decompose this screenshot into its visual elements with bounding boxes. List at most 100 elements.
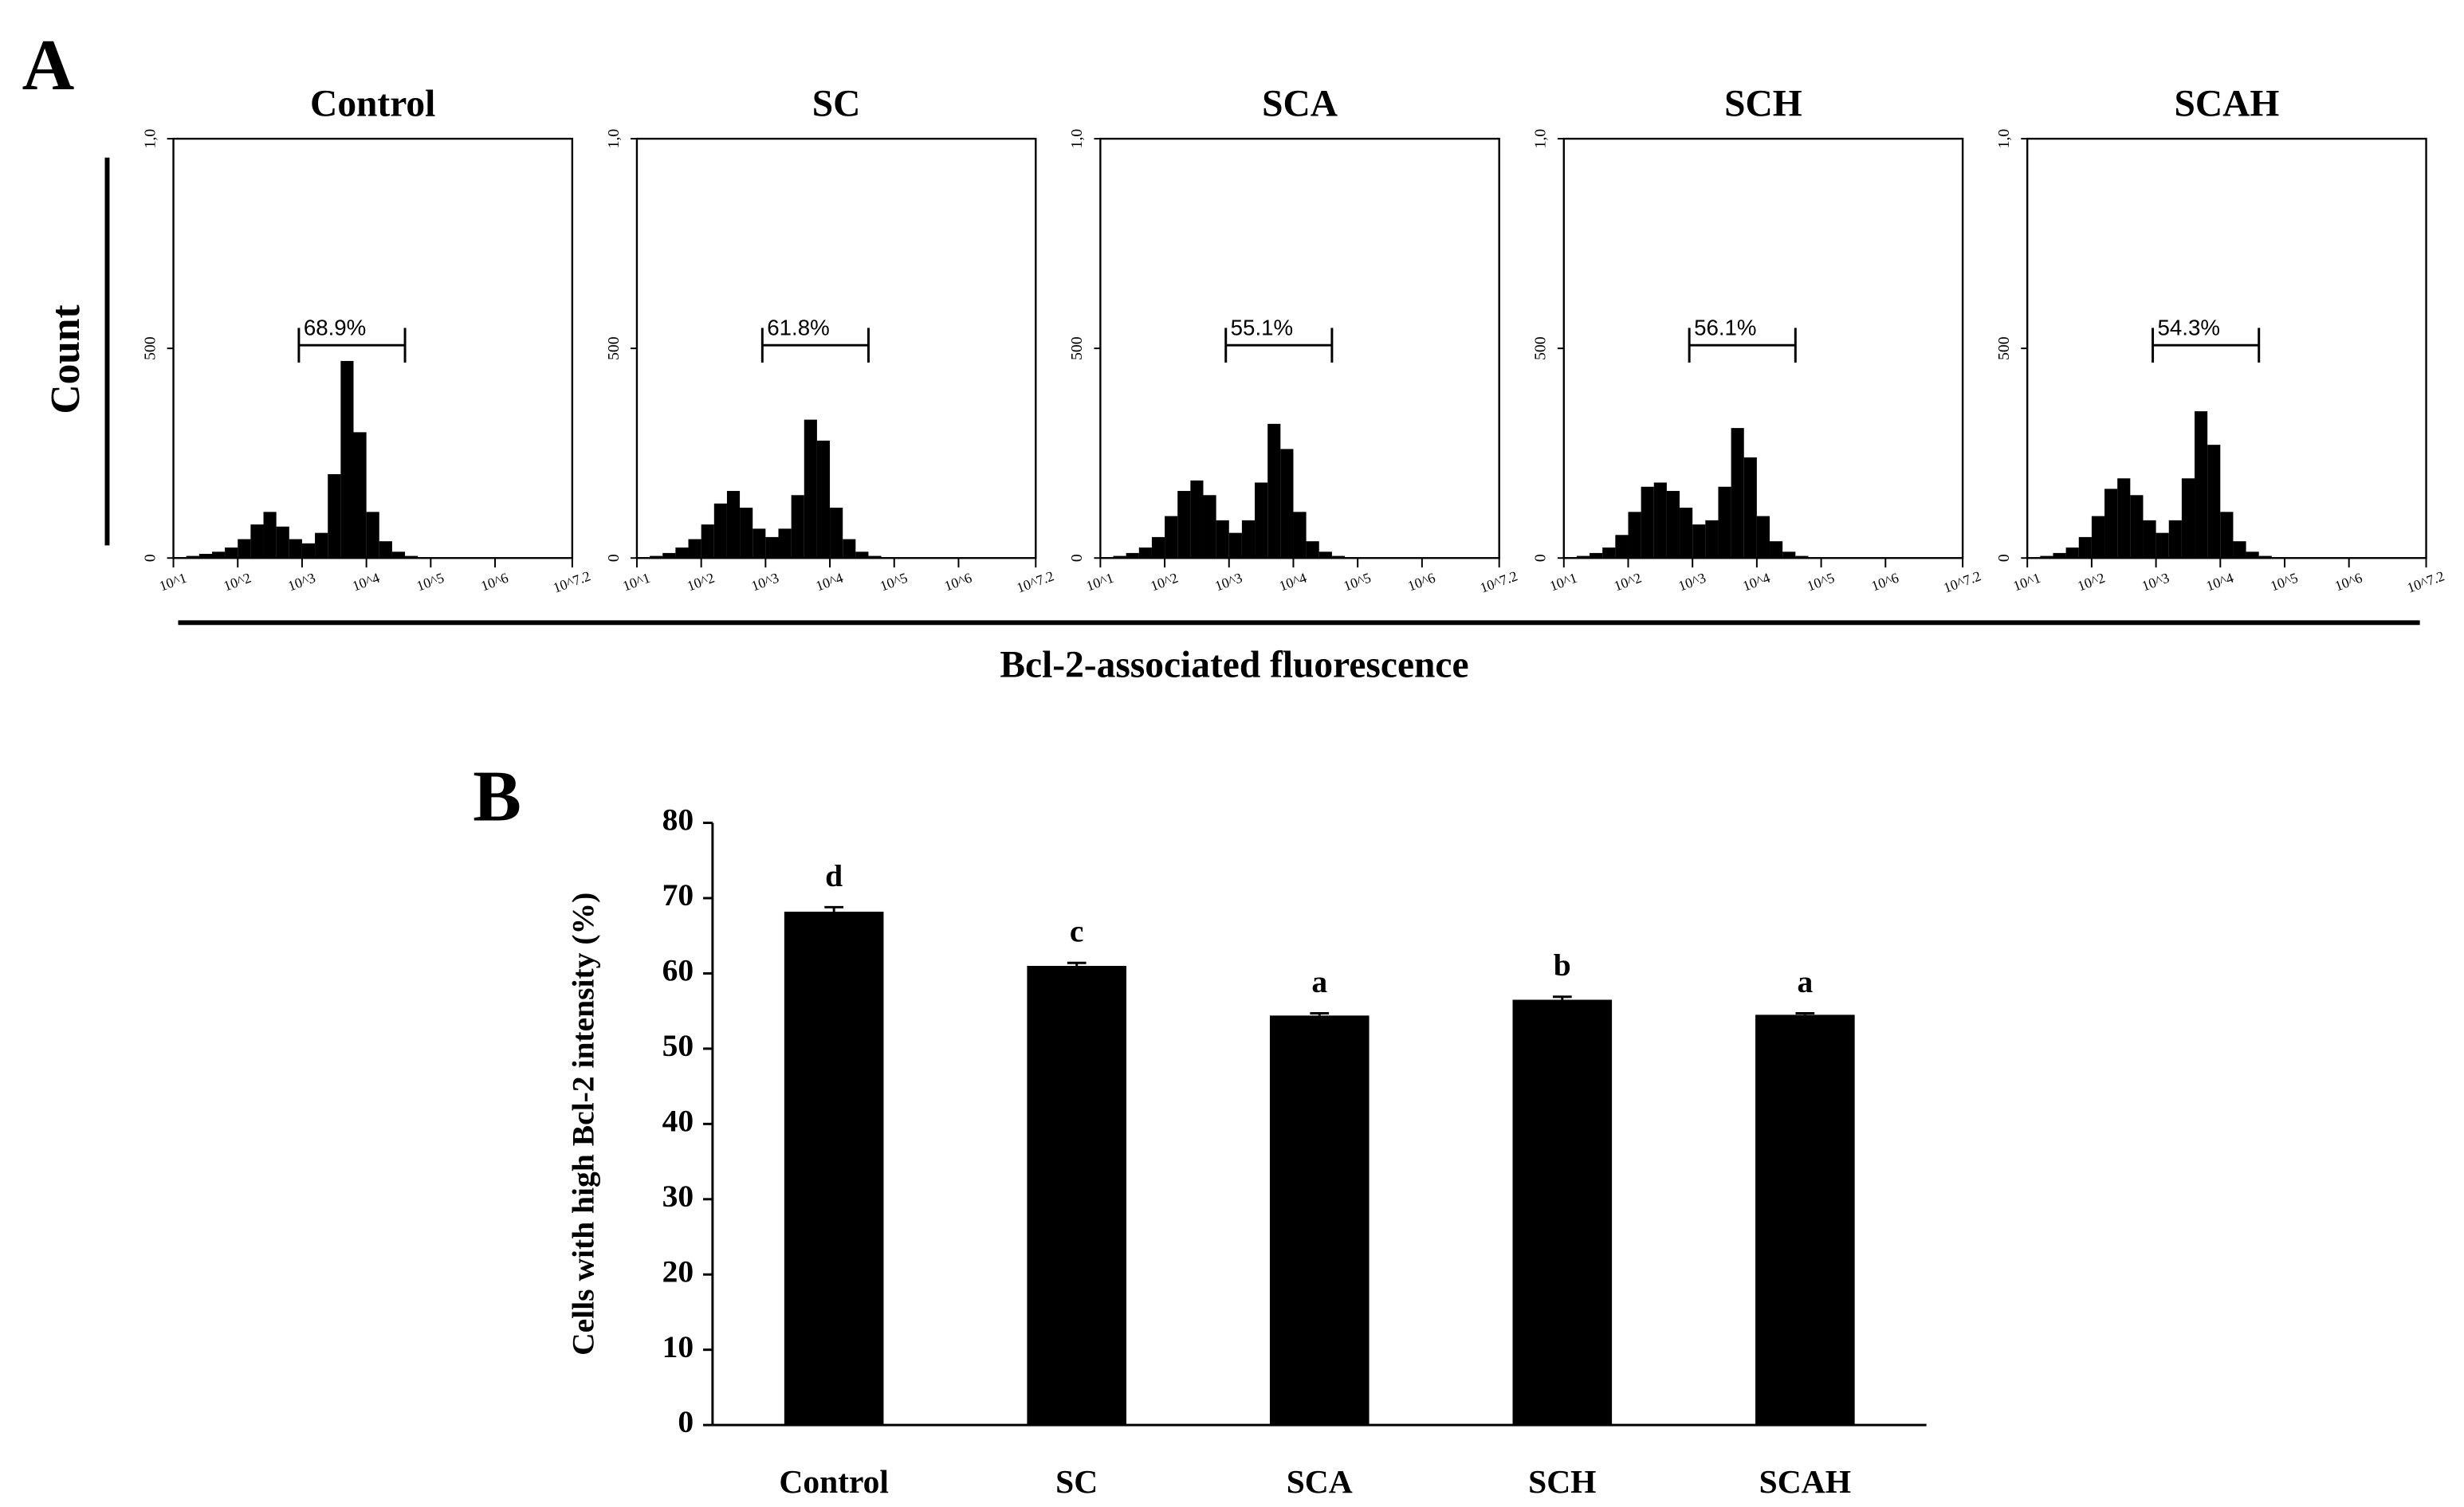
y-tick-label: 60 bbox=[662, 953, 694, 988]
plot-frame bbox=[1099, 137, 1500, 559]
x-tick-label: 10^6 bbox=[942, 570, 974, 595]
histogram-bar bbox=[804, 419, 817, 559]
y-tick-label: 50 bbox=[662, 1028, 694, 1063]
histogram-bar bbox=[315, 532, 328, 559]
panel-title: SC bbox=[812, 83, 861, 124]
y-tick-label: 20 bbox=[662, 1254, 694, 1289]
histogram-bar bbox=[726, 491, 741, 559]
histogram-bar bbox=[238, 539, 251, 559]
x-tick-label: 10^1 bbox=[2011, 570, 2043, 595]
significance-letter: a bbox=[1311, 964, 1327, 999]
histogram-bar bbox=[211, 551, 226, 559]
x-tick-label: SC bbox=[1055, 1463, 1098, 1500]
significance-letter: a bbox=[1797, 964, 1813, 999]
significance-letter: c bbox=[1070, 914, 1084, 949]
histogram-bar bbox=[366, 512, 379, 559]
histogram-bar bbox=[830, 508, 843, 559]
bar bbox=[1512, 999, 1613, 1426]
x-tick-label: 10^4 bbox=[2204, 570, 2236, 595]
histogram-bar bbox=[1280, 449, 1294, 559]
histogram-bar bbox=[1576, 555, 1590, 559]
x-tick-label: 10^7.2 bbox=[1941, 567, 1983, 595]
x-tick-label: 10^3 bbox=[1676, 570, 1708, 595]
histogram-bar bbox=[1743, 457, 1757, 559]
gate-label: 56.1% bbox=[1694, 316, 1756, 340]
histogram-bar bbox=[2078, 536, 2092, 559]
y-tick-label: 40 bbox=[662, 1103, 694, 1138]
x-axis-label: Bcl-2-associated fluorescence bbox=[1000, 645, 1468, 686]
panel-title: Control bbox=[310, 83, 435, 124]
histogram-bar bbox=[765, 536, 779, 559]
y-tick-label: 500 bbox=[605, 336, 623, 360]
histogram-bar bbox=[1151, 536, 1165, 559]
histogram-bar bbox=[1126, 552, 1139, 559]
histogram-bar bbox=[662, 552, 676, 559]
histogram-bar bbox=[2181, 478, 2195, 559]
histogram-bar bbox=[2246, 551, 2259, 559]
histogram-bar bbox=[1306, 541, 1319, 559]
y-tick-label: 500 bbox=[1068, 336, 1086, 360]
panel-label: B bbox=[473, 756, 521, 837]
histogram-bar bbox=[1203, 495, 1216, 559]
gate-label: 55.1% bbox=[1231, 316, 1293, 340]
histogram-bar bbox=[753, 528, 766, 559]
x-tick-label: 10^6 bbox=[1405, 570, 1437, 595]
histogram-bar bbox=[791, 495, 804, 559]
y-tick-label: 30 bbox=[662, 1179, 694, 1214]
histogram-bar bbox=[340, 360, 354, 559]
x-tick-label: 10^1 bbox=[157, 570, 189, 595]
plot-frame bbox=[172, 137, 574, 559]
x-tick-label: 10^1 bbox=[1547, 570, 1579, 595]
x-tick-label: 10^4 bbox=[1277, 570, 1309, 595]
histogram-bar bbox=[353, 432, 367, 559]
histogram-bar bbox=[1770, 541, 1783, 559]
x-tick-label: 10^1 bbox=[620, 570, 652, 595]
plot-frame bbox=[2026, 137, 2427, 559]
histogram-bar bbox=[328, 473, 341, 559]
bar bbox=[1269, 1015, 1370, 1426]
histogram-bar bbox=[1590, 552, 1603, 559]
histogram-bar bbox=[301, 543, 316, 559]
panel-title: SCA bbox=[1262, 83, 1338, 124]
x-tick-label: 10^2 bbox=[1612, 570, 1644, 595]
histogram-bar bbox=[701, 524, 714, 559]
histogram-bar bbox=[2040, 555, 2053, 559]
histogram-bar bbox=[1641, 486, 1654, 559]
x-tick-label: SCAH bbox=[1759, 1463, 1851, 1500]
x-tick-label: 10^5 bbox=[2268, 570, 2300, 595]
plot-frame bbox=[1562, 137, 1964, 559]
histogram-bar bbox=[263, 512, 277, 559]
histogram-bar bbox=[276, 526, 289, 559]
histogram-bar bbox=[816, 440, 831, 559]
histogram-bar bbox=[2207, 445, 2221, 559]
y-tick-label: 0 bbox=[605, 554, 623, 562]
panel-title: SCAH bbox=[2174, 83, 2279, 124]
x-tick-label: 10^6 bbox=[478, 570, 510, 595]
histogram-bar bbox=[1190, 480, 1204, 559]
histogram-bar bbox=[1731, 428, 1744, 559]
histogram-bar bbox=[1653, 482, 1667, 559]
histogram-bar bbox=[1318, 551, 1332, 559]
panel-title: SCH bbox=[1724, 83, 1802, 124]
histogram-bar bbox=[843, 539, 856, 559]
histogram-bar bbox=[186, 555, 199, 559]
y-tick-label: 500 bbox=[1532, 336, 1550, 360]
y-tick-label: 80 bbox=[662, 803, 694, 838]
histogram-bar bbox=[1165, 516, 1178, 559]
histogram-bar bbox=[2104, 489, 2118, 559]
x-tick-label: 10^3 bbox=[2140, 570, 2171, 595]
y-tick-label: 1,0 bbox=[1995, 129, 2013, 149]
bar bbox=[784, 911, 884, 1426]
histogram-bar bbox=[1602, 547, 1616, 559]
histogram-bar bbox=[2143, 520, 2156, 559]
x-tick-label: 10^2 bbox=[1149, 570, 1181, 595]
histogram-bar bbox=[1718, 486, 1731, 559]
significance-letter: b bbox=[1554, 948, 1571, 983]
x-tick-label: 10^5 bbox=[878, 570, 910, 595]
y-axis-label: Cells with high Bcl-2 intensity (%) bbox=[566, 893, 601, 1356]
histogram-bar bbox=[289, 539, 302, 559]
x-tick-label: 10^3 bbox=[1212, 570, 1244, 595]
x-tick-label: 10^3 bbox=[749, 570, 781, 595]
histogram-bar bbox=[1267, 423, 1281, 559]
